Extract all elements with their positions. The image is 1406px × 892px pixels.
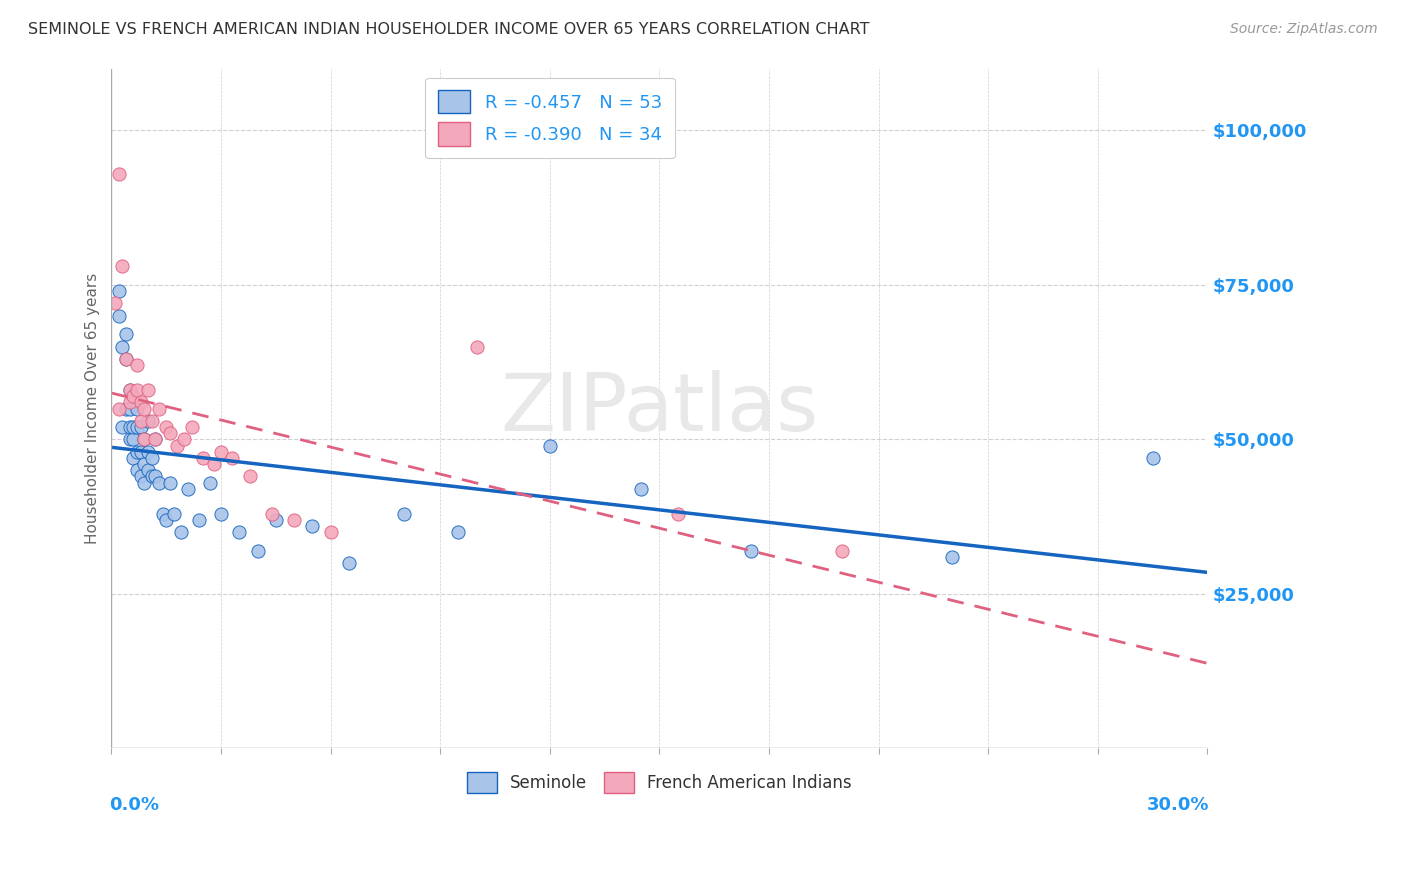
Legend: Seminole, French American Indians: Seminole, French American Indians [458,764,860,801]
Point [107,309,129,323]
Point [191,450,214,465]
Point [111,260,134,274]
Point [148,475,170,490]
Point [740,543,762,558]
Point [228,525,250,540]
Point [129,444,152,458]
Point [122,450,145,465]
Point [111,420,134,434]
Point [115,401,138,416]
Point [301,519,323,533]
Point [143,433,166,447]
Point [118,420,141,434]
Point [115,352,138,367]
Point [125,383,148,397]
Point [107,284,129,298]
Point [831,543,853,558]
Point [180,420,202,434]
Point [141,469,163,483]
Point [447,525,470,540]
Point [141,450,163,465]
Point [129,395,152,409]
Point [136,463,159,477]
Point [143,433,166,447]
Text: ZIPatlas: ZIPatlas [501,369,818,448]
Point [538,439,561,453]
Point [122,389,145,403]
Point [118,395,141,409]
Point [118,433,141,447]
Point [118,401,141,416]
Point [202,457,225,471]
Point [136,414,159,428]
Point [166,439,188,453]
Text: 30.0%: 30.0% [1147,796,1209,814]
Point [136,383,159,397]
Point [115,327,138,342]
Point [125,420,148,434]
Point [125,444,148,458]
Point [104,296,127,310]
Point [666,507,689,521]
Point [465,340,488,354]
Point [118,383,141,397]
Point [129,414,152,428]
Point [188,513,211,527]
Point [239,469,262,483]
Point [134,433,156,447]
Point [125,463,148,477]
Point [152,507,174,521]
Point [136,444,159,458]
Point [630,482,652,496]
Point [198,475,221,490]
Point [155,513,177,527]
Point [107,401,129,416]
Point [337,556,360,570]
Point [129,469,152,483]
Point [155,420,177,434]
Point [125,358,148,372]
Point [246,543,269,558]
Point [283,513,305,527]
Point [134,433,156,447]
Point [107,167,129,181]
Point [941,549,963,564]
Y-axis label: Householder Income Over 65 years: Householder Income Over 65 years [86,273,100,544]
Point [209,444,232,458]
Point [134,401,156,416]
Point [173,433,195,447]
Point [115,352,138,367]
Point [143,469,166,483]
Point [221,450,243,465]
Point [177,482,200,496]
Text: 0.0%: 0.0% [110,796,159,814]
Point [122,433,145,447]
Point [118,383,141,397]
Point [1142,450,1164,465]
Point [129,420,152,434]
Point [162,507,184,521]
Point [392,507,415,521]
Point [134,457,156,471]
Point [264,513,287,527]
Point [170,525,193,540]
Point [319,525,342,540]
Text: SEMINOLE VS FRENCH AMERICAN INDIAN HOUSEHOLDER INCOME OVER 65 YEARS CORRELATION : SEMINOLE VS FRENCH AMERICAN INDIAN HOUSE… [28,22,870,37]
Point [111,340,134,354]
Point [159,426,181,441]
Text: Source: ZipAtlas.com: Source: ZipAtlas.com [1230,22,1378,37]
Point [122,420,145,434]
Point [209,507,232,521]
Point [159,475,181,490]
Point [262,507,284,521]
Point [148,401,170,416]
Point [141,414,163,428]
Point [125,401,148,416]
Point [134,475,156,490]
